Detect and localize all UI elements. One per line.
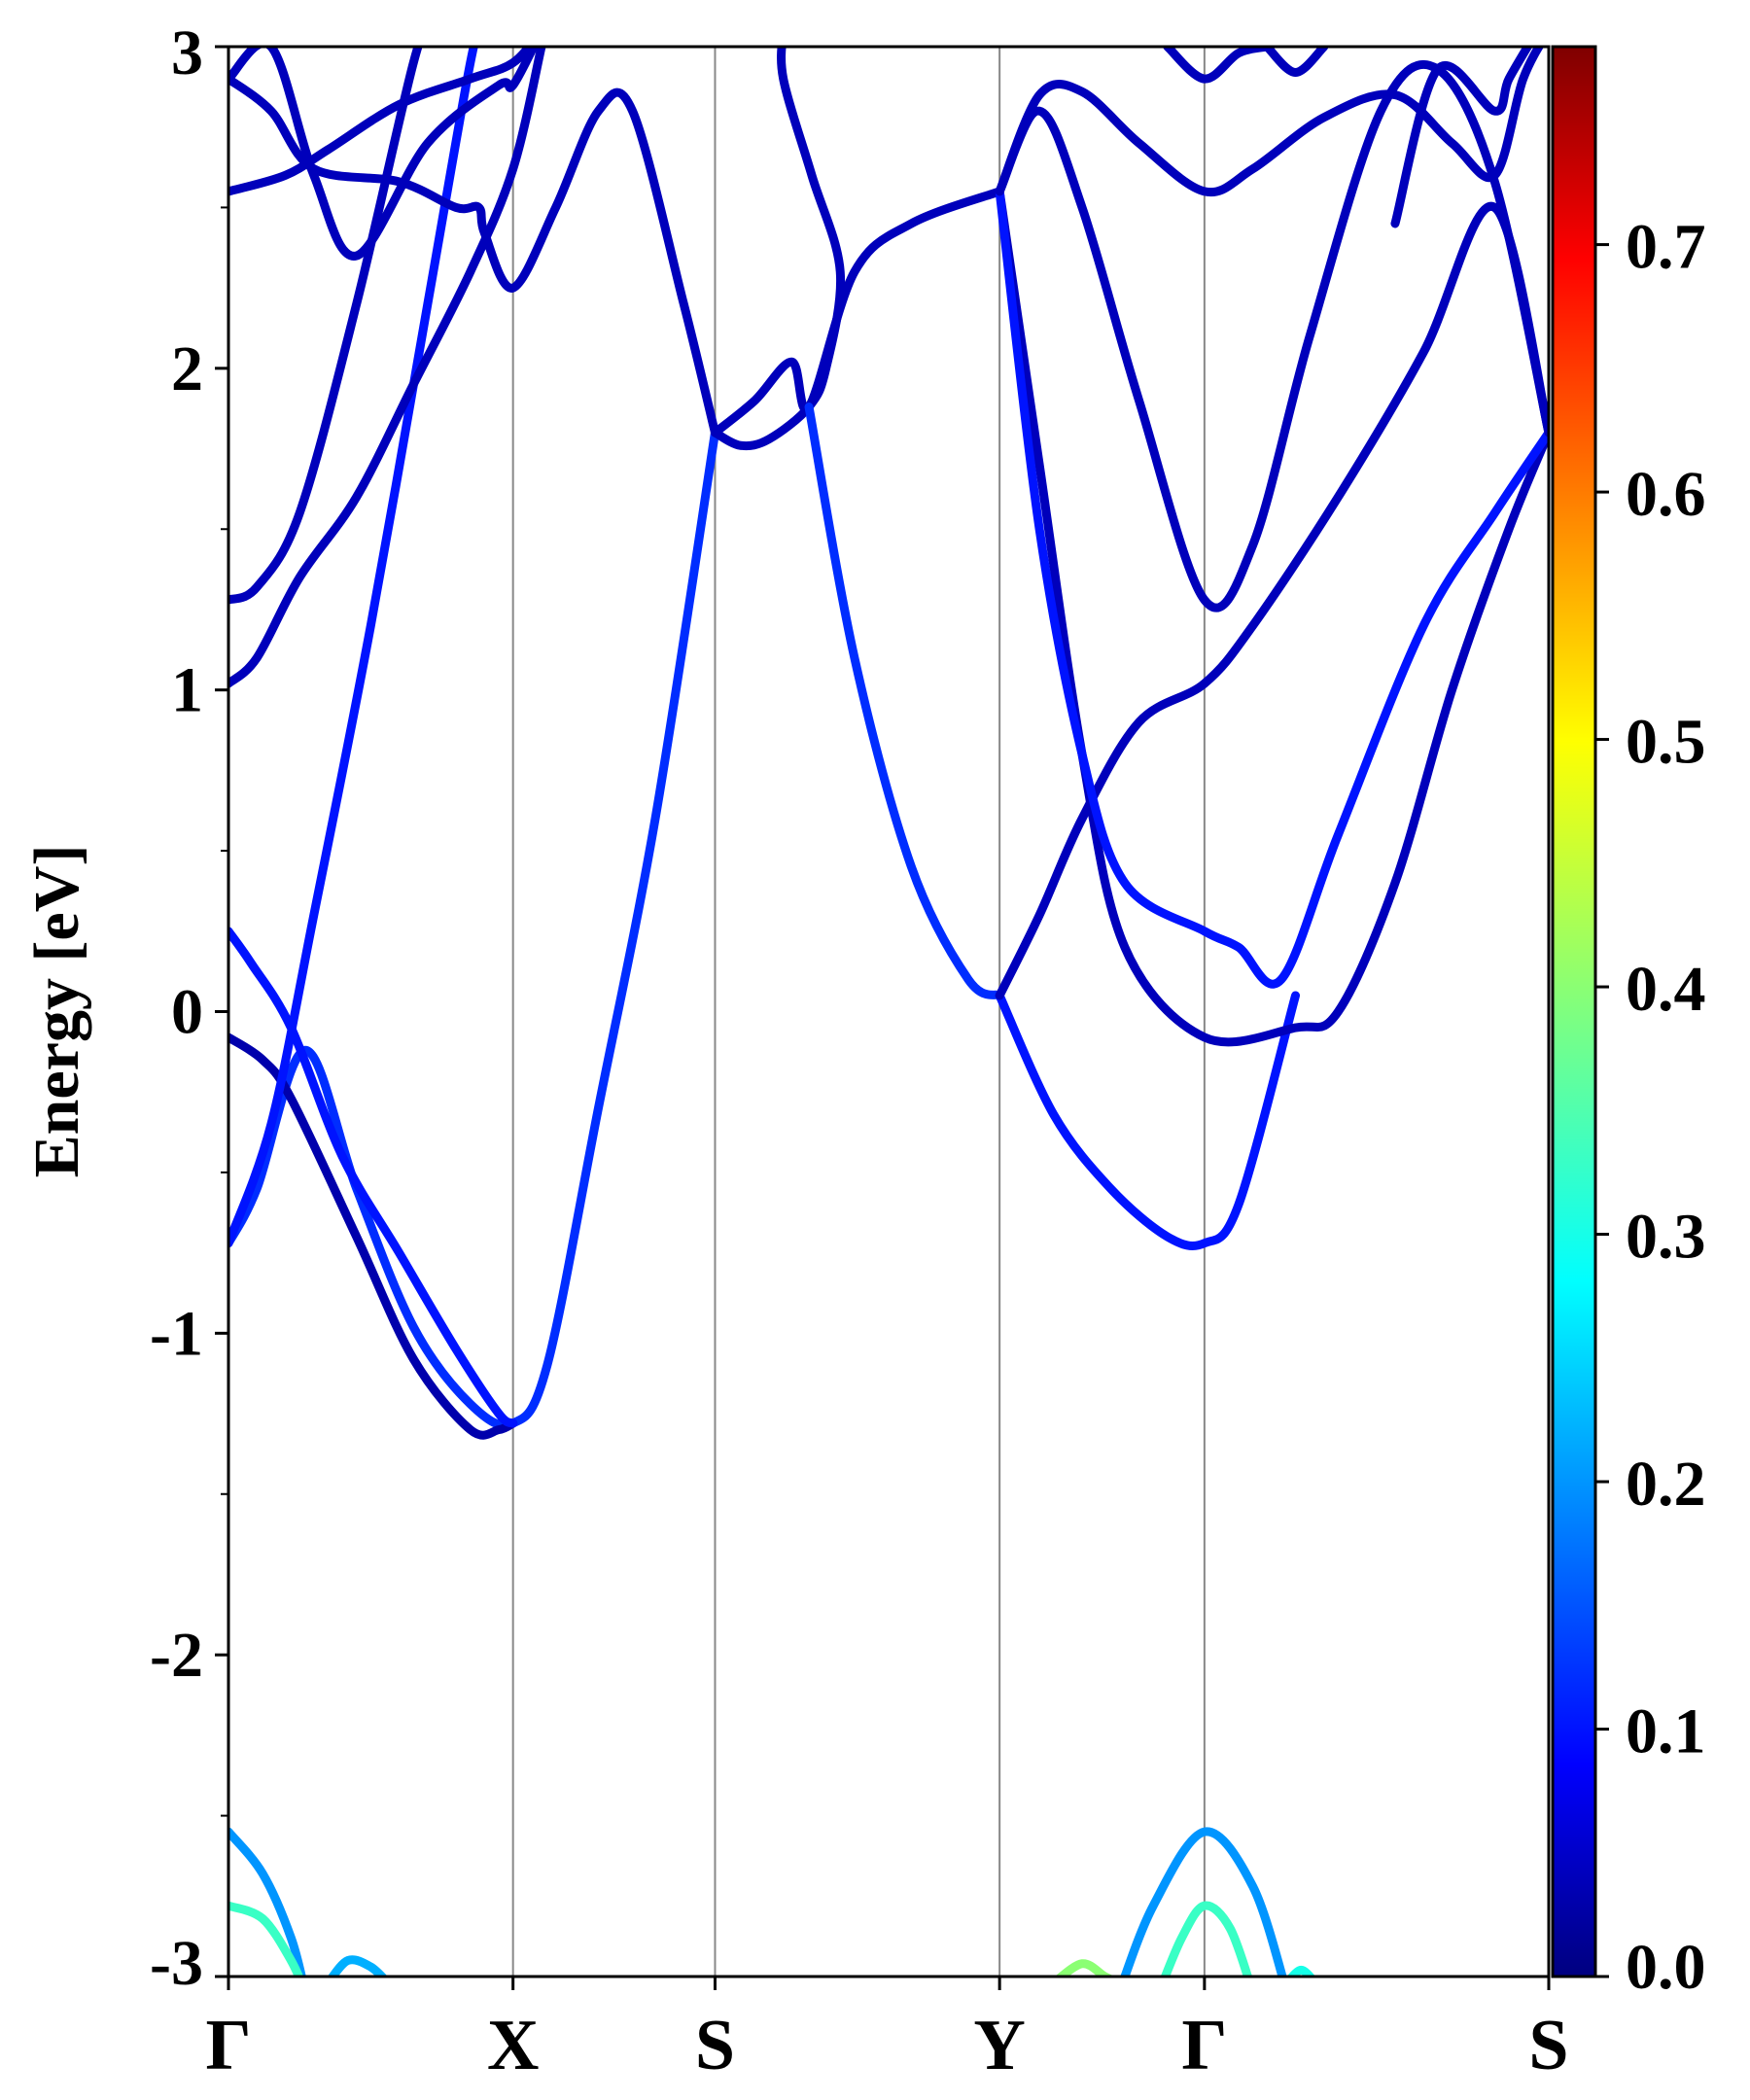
band-line [1120,1827,1287,1977]
colorbar-tick-label: 0.5 [1626,707,1706,778]
y-tick-label: 0 [171,977,203,1048]
y-axis: 3 2 1 0 -1 -2 -3 [150,18,228,1999]
band-line [228,47,535,196]
y-tick-label: 3 [171,18,203,88]
band-line [1390,47,1533,228]
y-tick-label: -1 [150,1298,203,1369]
band-line [1160,1901,1253,1977]
x-tick-label: Γ [1181,2006,1227,2085]
band-line [228,47,423,605]
band-line [1262,47,1329,77]
plot-frame [227,45,1551,1978]
colorbar-tick-label: 0.2 [1626,1449,1706,1520]
x-tick-label: Y [973,2006,1025,2085]
colorbar-tick-label: 0.1 [1626,1697,1706,1768]
colorbar-tick-label: 0.4 [1626,954,1706,1025]
x-tick-label: S [1528,2006,1568,2085]
band-line [228,47,478,1248]
y-tick-label: -3 [150,1928,203,1999]
y-tick-label: -2 [150,1620,203,1691]
band-line [228,1901,304,1977]
x-tick-label: Γ [205,2006,251,2085]
colorbar-tick-label: 0.6 [1626,459,1706,530]
band-line [228,74,719,438]
y-tick-label: 2 [171,333,203,404]
high-symmetry-lines [511,47,1206,1977]
band-line [804,402,1004,1000]
x-tick-label: X [487,2006,539,2085]
x-tick-label: S [695,2006,735,2085]
band-line [228,927,518,1428]
y-tick-label: 1 [171,655,203,726]
band-line [995,201,1549,1000]
band-line [995,991,1301,1250]
y-axis-label: Energy [eV] [21,845,92,1178]
colorbar-tick-label: 0.7 [1626,212,1706,283]
colorbar: 0.0 0.1 0.2 0.3 0.4 0.5 0.6 0.7 [1551,45,1706,2003]
band-line [228,1032,518,1440]
band-line [710,47,846,451]
colorbar-tick-label: 0.3 [1626,1202,1706,1273]
band-line [1054,1959,1115,1977]
band-line [1286,1965,1316,1977]
band-line [327,1955,388,1977]
colorbar-tick-label: 0.0 [1626,1932,1706,2003]
band-line [228,47,546,688]
band-line [228,47,539,261]
band-line [995,47,1545,197]
band-line [710,187,1004,438]
band-line [995,59,1549,612]
band-line [995,187,1549,1047]
band-line [995,187,1549,989]
bands [228,47,1549,1977]
band-line [1163,47,1272,84]
colorbar-gradient [1551,45,1597,1978]
